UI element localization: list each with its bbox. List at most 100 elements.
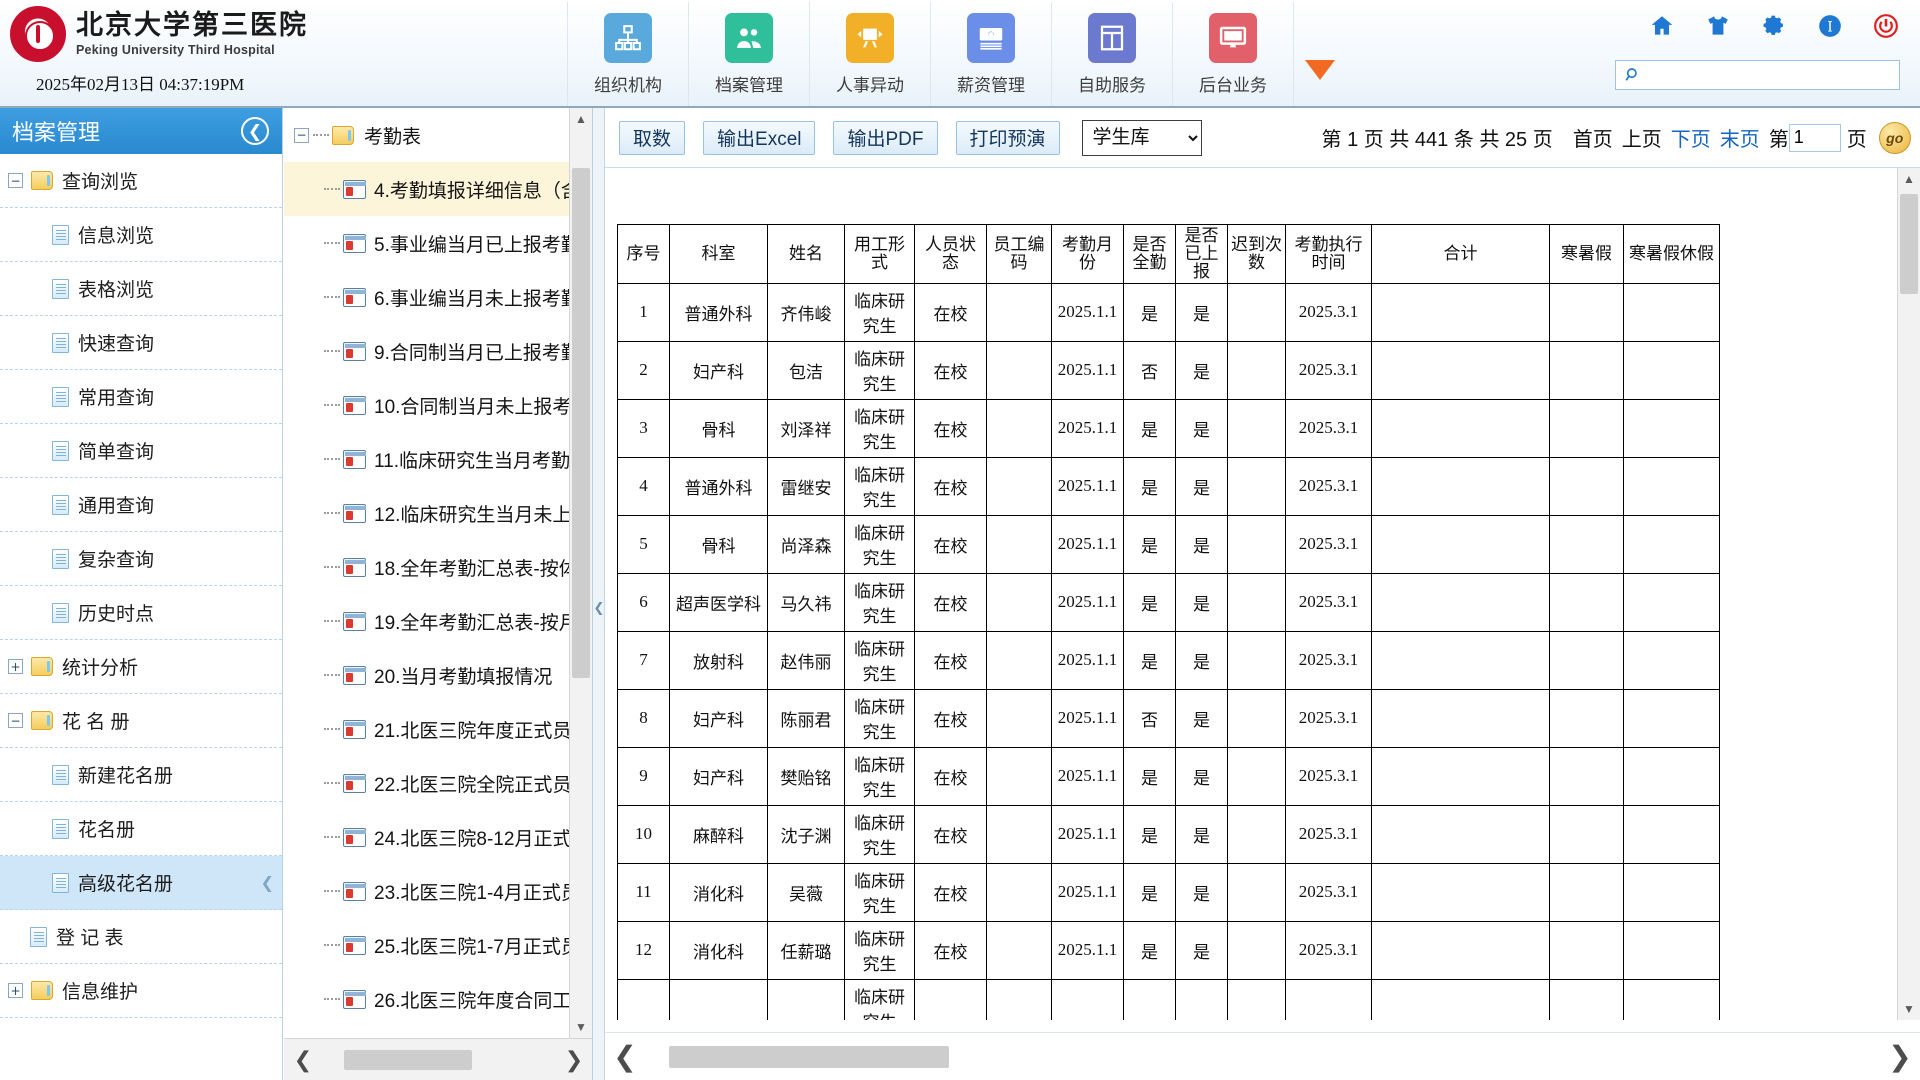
table-row[interactable]: 7 放射科 赵伟丽 临床研究生 在校 2025.1.1 是是 2025.3.1	[617, 630, 1720, 690]
gear-icon[interactable]	[1760, 12, 1788, 40]
tree-node-7[interactable]: 18.全年考勤汇总表-按体	[284, 540, 569, 594]
tree-node-2[interactable]: 6.事业编当月未上报考勤	[284, 270, 569, 324]
shirt-icon[interactable]	[1704, 12, 1732, 40]
last-page-link[interactable]: 末页	[1719, 129, 1760, 151]
table-row[interactable]: 8 妇产科 陈丽君 临床研究生 在校 2025.1.1 否是 2025.3.1	[617, 688, 1720, 748]
tree-node-13[interactable]: 23.北医三院1-4月正式员	[284, 864, 569, 918]
scroll-left-icon[interactable]: ❮	[293, 1046, 313, 1072]
scroll-thumb[interactable]	[1900, 194, 1918, 294]
export-excel-button[interactable]: 输出Excel	[703, 120, 816, 155]
print-preview-button[interactable]: 打印预演	[955, 120, 1060, 155]
export-pdf-button[interactable]: 输出PDF	[833, 120, 938, 155]
table-row[interactable]: 11 消化科 吴薇 临床研究生 在校 2025.1.1 是是 2025.3.1	[617, 862, 1720, 922]
scroll-up-icon[interactable]: ▲	[575, 112, 587, 126]
scroll-down-icon[interactable]: ▼	[1903, 1002, 1915, 1016]
sidebar-item-3[interactable]: 快速查询	[0, 316, 282, 370]
sidebar-item-0[interactable]: − 查询浏览	[0, 154, 282, 208]
chevron-left-icon[interactable]: ❮	[260, 874, 274, 892]
table-row[interactable]: 临床研究生	[617, 978, 1720, 1020]
table-row[interactable]: 1 普通外科 齐伟峻 临床研究生 在校 2025.1.1 是是 2025.3.1	[617, 282, 1720, 342]
expander-icon[interactable]: +	[8, 983, 23, 998]
tree-node-16[interactable]: 27.北医三院全院合同工	[284, 1026, 569, 1038]
next-page-link[interactable]: 下页	[1670, 129, 1711, 151]
scroll-thumb[interactable]	[572, 168, 590, 678]
sidebar-item-1[interactable]: 信息浏览	[0, 208, 282, 262]
database-select[interactable]: 学生库	[1081, 119, 1202, 156]
tree-node-11[interactable]: 22.北医三院全院正式员	[284, 756, 569, 810]
tree-node-8[interactable]: 19.全年考勤汇总表-按月	[284, 594, 569, 648]
expander-icon[interactable]: −	[8, 713, 23, 728]
grid-vertical-scrollbar[interactable]: ▲ ▼	[1897, 168, 1920, 1020]
expander-icon[interactable]: −	[8, 173, 23, 188]
prev-page-link[interactable]: 上页	[1621, 129, 1662, 151]
tree-node-4[interactable]: 10.合同制当月未上报考	[284, 378, 569, 432]
scroll-left-icon[interactable]: ❮	[613, 1041, 637, 1072]
cell-9	[1227, 630, 1286, 690]
first-page-link[interactable]: 首页	[1572, 129, 1613, 151]
tree-node-15[interactable]: 26.北医三院年度合同工	[284, 972, 569, 1026]
cell-0: 4	[617, 456, 670, 516]
sidebar-item-14[interactable]: 登 记 表	[0, 910, 282, 964]
table-row[interactable]: 10 麻醉科 沈子渊 临床研究生 在校 2025.1.1 是是 2025.3.1	[617, 804, 1720, 864]
sidebar-item-5[interactable]: 简单查询	[0, 424, 282, 478]
module-archive-management[interactable]: 档案管理	[688, 2, 810, 106]
sidebar-item-6[interactable]: 通用查询	[0, 478, 282, 532]
table-row[interactable]: 4 普通外科 雷继安 临床研究生 在校 2025.1.1 是是 2025.3.1	[617, 456, 1720, 516]
sidebar-item-11[interactable]: 新建花名册	[0, 748, 282, 802]
module-salary-management[interactable]: S 薪资管理	[930, 2, 1052, 106]
fetch-data-button[interactable]: 取数	[619, 120, 686, 155]
tree-node-14[interactable]: 25.北医三院1-7月正式员	[284, 918, 569, 972]
info-icon[interactable]: I	[1816, 12, 1844, 40]
sidebar-item-8[interactable]: 历史时点	[0, 586, 282, 640]
power-icon[interactable]	[1872, 12, 1900, 40]
panel-splitter[interactable]: ❮	[593, 108, 605, 1080]
splitter-grip-icon[interactable]: ❮	[593, 600, 605, 615]
sidebar-item-15[interactable]: + 信息维护	[0, 964, 282, 1018]
tree-node-9[interactable]: 20.当月考勤填报情况	[284, 648, 569, 702]
home-icon[interactable]	[1648, 12, 1676, 40]
scroll-right-icon[interactable]: ❯	[1888, 1041, 1912, 1072]
sidebar-item-9[interactable]: + 统计分析	[0, 640, 282, 694]
table-row[interactable]: 2 妇产科 包洁 临床研究生 在校 2025.1.1 否是 2025.3.1	[617, 340, 1720, 400]
scroll-up-icon[interactable]: ▲	[1903, 172, 1915, 186]
page-number-input[interactable]	[1788, 123, 1841, 152]
table-row[interactable]: 5 骨科 尚泽森 临床研究生 在校 2025.1.1 是是 2025.3.1	[617, 514, 1720, 574]
module-self-service[interactable]: 自助服务	[1051, 2, 1173, 106]
table-row[interactable]: 3 骨科 刘泽祥 临床研究生 在校 2025.1.1 是是 2025.3.1	[617, 398, 1720, 458]
dropdown-triangle-icon[interactable]	[1305, 60, 1335, 80]
tree-horizontal-scrollbar[interactable]: ❮ ❯	[284, 1038, 592, 1080]
folder-icon	[332, 125, 354, 145]
sidebar-item-4[interactable]: 常用查询	[0, 370, 282, 424]
sidebar-item-12[interactable]: 花名册	[0, 802, 282, 856]
tree-root-node[interactable]: − 考勤表	[284, 108, 569, 162]
scroll-down-icon[interactable]: ▼	[575, 1020, 587, 1034]
sidebar-item-7[interactable]: 复杂查询	[0, 532, 282, 586]
go-button[interactable]: go	[1878, 121, 1911, 154]
tree-node-0[interactable]: 4.考勤填报详细信息（含	[284, 162, 569, 216]
table-row[interactable]: 6 超声医学科 马久祎 临床研究生 在校 2025.1.1 是是 2025.3.1	[617, 572, 1720, 632]
module-backend-business[interactable]: 后台业务	[1172, 2, 1294, 106]
global-search[interactable]	[1615, 60, 1900, 90]
scroll-right-icon[interactable]: ❯	[564, 1046, 584, 1072]
scroll-thumb[interactable]	[344, 1049, 472, 1070]
table-row[interactable]: 12 消化科 任薪璐 临床研究生 在校 2025.1.1 是是 2025.3.1	[617, 920, 1720, 980]
tree-node-3[interactable]: 9.合同制当月已上报考勤	[284, 324, 569, 378]
tree-node-10[interactable]: 21.北医三院年度正式员	[284, 702, 569, 756]
table-row[interactable]: 9 妇产科 樊贻铭 临床研究生 在校 2025.1.1 是是 2025.3.1	[617, 746, 1720, 806]
search-input[interactable]	[1648, 62, 1883, 88]
module-personnel-transfer[interactable]: 人事异动	[809, 2, 931, 106]
collapse-left-icon[interactable]: ❮	[241, 117, 269, 145]
module-org-structure[interactable]: 组织机构	[567, 2, 689, 106]
sidebar-item-2[interactable]: 表格浏览	[0, 262, 282, 316]
grid-horizontal-scrollbar[interactable]: ❮ ❯	[605, 1032, 1920, 1080]
sidebar-item-13[interactable]: 高级花名册 ❮	[0, 856, 282, 910]
tree-node-6[interactable]: 12.临床研究生当月未上	[284, 486, 569, 540]
tree-node-12[interactable]: 24.北医三院8-12月正式	[284, 810, 569, 864]
scroll-thumb[interactable]	[669, 1045, 949, 1068]
tree-node-1[interactable]: 5.事业编当月已上报考勤	[284, 216, 569, 270]
tree-expander-icon[interactable]: −	[294, 127, 309, 143]
tree-node-5[interactable]: 11.临床研究生当月考勤	[284, 432, 569, 486]
expander-icon[interactable]: +	[8, 659, 23, 674]
sidebar-item-10[interactable]: − 花 名 册	[0, 694, 282, 748]
tree-vertical-scrollbar[interactable]: ▲ ▼	[569, 108, 592, 1038]
